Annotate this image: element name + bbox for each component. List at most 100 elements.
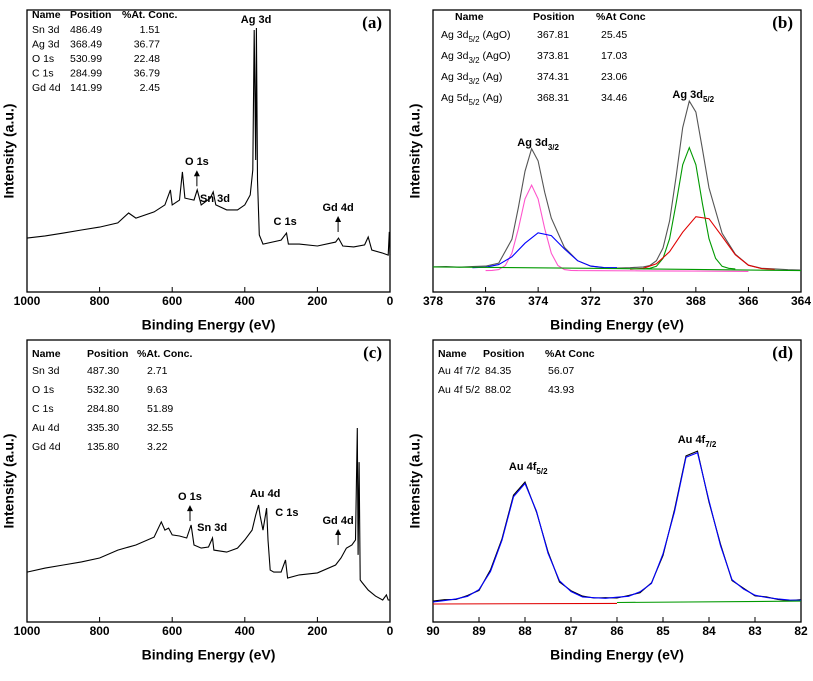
table-cell: Au 4f 5/2	[438, 384, 480, 396]
annotation: O 1s	[185, 156, 209, 168]
table-header: %At Conc	[596, 11, 646, 23]
table-cell: 51.89	[147, 403, 173, 415]
x-tick-label: 82	[794, 624, 808, 638]
table-cell: 486.49	[70, 24, 102, 36]
table-header: %At Conc	[545, 348, 595, 360]
table-cell: 284.99	[70, 67, 102, 79]
annotation: C 1s	[275, 507, 298, 519]
table-header: Position	[87, 348, 128, 360]
table-cell: Ag 3d5/2 (AgO)	[441, 29, 511, 44]
table-cell: Ag 5d5/2 (Ag)	[441, 92, 502, 107]
spectrum-line	[432, 602, 618, 605]
x-tick-label: 83	[748, 624, 762, 638]
plot-frame	[432, 9, 802, 293]
x-tick-label: 800	[90, 294, 110, 308]
table-cell: C 1s	[32, 403, 54, 415]
spectrum-line	[432, 266, 802, 272]
annotation: Sn 3d	[197, 522, 227, 534]
x-tick-label: 366	[738, 294, 758, 308]
y-axis-title: Intensity (a.u.)	[1, 434, 17, 529]
arrow-head	[335, 215, 342, 222]
table-cell: 22.48	[134, 53, 160, 65]
annotation: Ag 3d	[241, 14, 272, 26]
x-tick-label: 368	[686, 294, 706, 308]
spectrum-line	[472, 232, 618, 269]
table-cell: 56.07	[548, 365, 574, 377]
x-tick-label: 0	[387, 624, 394, 638]
panel-label: (c)	[363, 343, 382, 362]
text-part: (AgO)	[480, 29, 511, 41]
table-cell: 368.31	[537, 92, 569, 104]
table-header: Position	[483, 348, 524, 360]
table-header: %At. Conc.	[137, 348, 193, 360]
table-cell: 9.63	[147, 384, 168, 396]
panel-label: (d)	[772, 343, 793, 362]
text-part: Ag 3d	[441, 50, 469, 62]
table-cell: 374.31	[537, 71, 569, 83]
text-part: Ag 3d	[517, 137, 548, 149]
x-tick-label: 600	[162, 624, 182, 638]
table-header: Name	[455, 11, 484, 23]
x-tick-label: 200	[307, 624, 327, 638]
table-cell: 368.49	[70, 38, 102, 50]
table-cell: 530.99	[70, 53, 102, 65]
x-axis-title: Binding Energy (eV)	[142, 647, 276, 663]
table-cell: Sn 3d	[32, 365, 60, 377]
x-tick-label: 85	[656, 624, 670, 638]
x-tick-label: 88	[518, 624, 532, 638]
arrow-head	[193, 170, 200, 177]
table-cell: 2.71	[147, 365, 168, 377]
x-tick-label: 372	[581, 294, 601, 308]
subscript: 5/2	[536, 467, 548, 476]
table-cell: 36.77	[134, 38, 160, 50]
spectrum-line	[485, 183, 749, 272]
table-cell: 32.55	[147, 422, 173, 434]
table-header: Position	[533, 11, 574, 23]
x-tick-label: 200	[307, 294, 327, 308]
table-header: Name	[32, 9, 61, 21]
x-tick-label: 89	[472, 624, 486, 638]
panel-label: (b)	[772, 13, 793, 32]
table-cell: 367.81	[537, 29, 569, 41]
subscript: 7/2	[705, 440, 717, 449]
text-part: Au 4f	[509, 461, 537, 473]
table-cell: 135.80	[87, 441, 119, 453]
x-tick-label: 90	[426, 624, 440, 638]
y-axis-title: Intensity (a.u.)	[407, 104, 423, 199]
text-part: (AgO)	[480, 50, 511, 62]
text-part: (Ag)	[480, 92, 503, 104]
annotation: Au 4d	[250, 488, 281, 500]
x-tick-label: 87	[564, 624, 578, 638]
annotation: Au 4f7/2	[678, 434, 717, 449]
table-header: Name	[32, 348, 61, 360]
table-cell: 84.35	[485, 365, 511, 377]
table-cell: 335.30	[87, 422, 119, 434]
table-cell: Ag 3d3/2 (Ag)	[441, 71, 502, 86]
y-axis-title: Intensity (a.u.)	[407, 434, 423, 529]
plot-frame	[26, 9, 391, 293]
x-tick-label: 364	[791, 294, 811, 308]
x-axis-title: Binding Energy (eV)	[550, 647, 684, 663]
y-axis-title: Intensity (a.u.)	[1, 104, 17, 199]
x-tick-label: 0	[387, 294, 394, 308]
x-tick-label: 400	[235, 624, 255, 638]
annotation: C 1s	[273, 216, 296, 228]
table-cell: O 1s	[32, 53, 54, 65]
table-cell: 34.46	[601, 92, 627, 104]
table-cell: Au 4f 7/2	[438, 365, 480, 377]
spectrum-line	[26, 27, 391, 256]
table-cell: 36.79	[134, 67, 160, 79]
annotation: Gd 4d	[323, 515, 354, 527]
table-cell: Gd 4d	[32, 441, 61, 453]
subscript: 5/2	[468, 98, 480, 107]
spectrum-line	[432, 452, 802, 603]
table-cell: 141.99	[70, 82, 102, 94]
text-part: Ag 3d	[672, 89, 703, 101]
annotation: Gd 4d	[323, 202, 354, 214]
table-cell: 373.81	[537, 50, 569, 62]
table-cell: 88.02	[485, 384, 511, 396]
x-tick-label: 400	[235, 294, 255, 308]
x-tick-label: 374	[528, 294, 548, 308]
table-cell: 2.45	[140, 82, 161, 94]
